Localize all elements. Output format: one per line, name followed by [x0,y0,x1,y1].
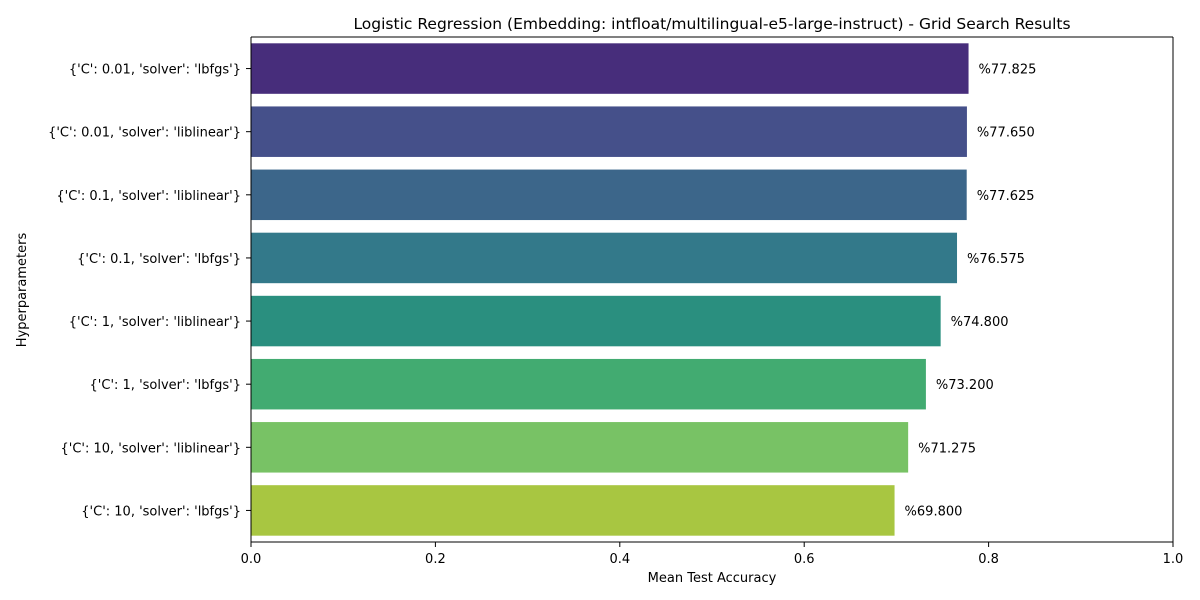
y-tick-label: {'C': 0.01, 'solver': 'lbfgs'} [69,63,241,78]
bar-value-label: %71.275 [918,441,976,456]
x-tick-label: 0.8 [978,552,999,567]
value-labels: %77.825 %77.650 %77.625 %76.575 %74.800 %73.2… [905,63,1037,520]
x-axis-label: Mean Test Accuracy [648,571,777,586]
x-tick-label: 0.0 [241,552,262,567]
y-axis-label: Hyperparameters [15,233,30,348]
bars-group [251,43,969,536]
y-tick-label: {'C': 10, 'solver': 'liblinear'} [60,441,241,456]
y-tick-label: {'C': 0.01, 'solver': 'liblinear'} [48,126,241,141]
y-tick-label: {'C': 1, 'solver': 'lbfgs'} [90,378,241,393]
bar [251,422,909,473]
bar-value-label: %69.800 [905,504,963,519]
bar-value-label: %74.800 [951,315,1009,330]
bar-value-label: %77.650 [977,126,1035,141]
x-tick-label: 0.4 [609,552,630,567]
y-tick-labels: {'C': 0.01, 'solver': 'lbfgs'} {'C': 0.01… [48,63,251,519]
bar [251,232,958,284]
chart-title: Logistic Regression (Embedding: intfloat… [353,15,1070,33]
x-tick-label: 1.0 [1163,552,1184,567]
bar-value-label: %73.200 [936,378,994,393]
bar [251,106,967,157]
bar-value-label: %77.625 [977,189,1035,204]
y-tick-label: {'C': 0.1, 'solver': 'lbfgs'} [77,252,241,267]
bar [251,43,969,94]
bar [251,295,941,347]
y-tick-label: {'C': 0.1, 'solver': 'liblinear'} [56,189,241,204]
y-tick-label: {'C': 10, 'solver': 'lbfgs'} [81,504,241,519]
bar-value-label: %76.575 [967,252,1025,267]
bar [251,358,926,410]
x-ticks: 0.0 0.2 0.4 0.6 0.8 1.0 [241,542,1184,567]
x-tick-label: 0.2 [425,552,446,567]
y-tick-label: {'C': 1, 'solver': 'liblinear'} [69,315,241,330]
axes-frame [250,36,1174,543]
bar-value-label: %77.825 [979,63,1037,78]
x-tick-label: 0.6 [794,552,815,567]
bar [251,169,967,221]
bar [251,485,895,536]
